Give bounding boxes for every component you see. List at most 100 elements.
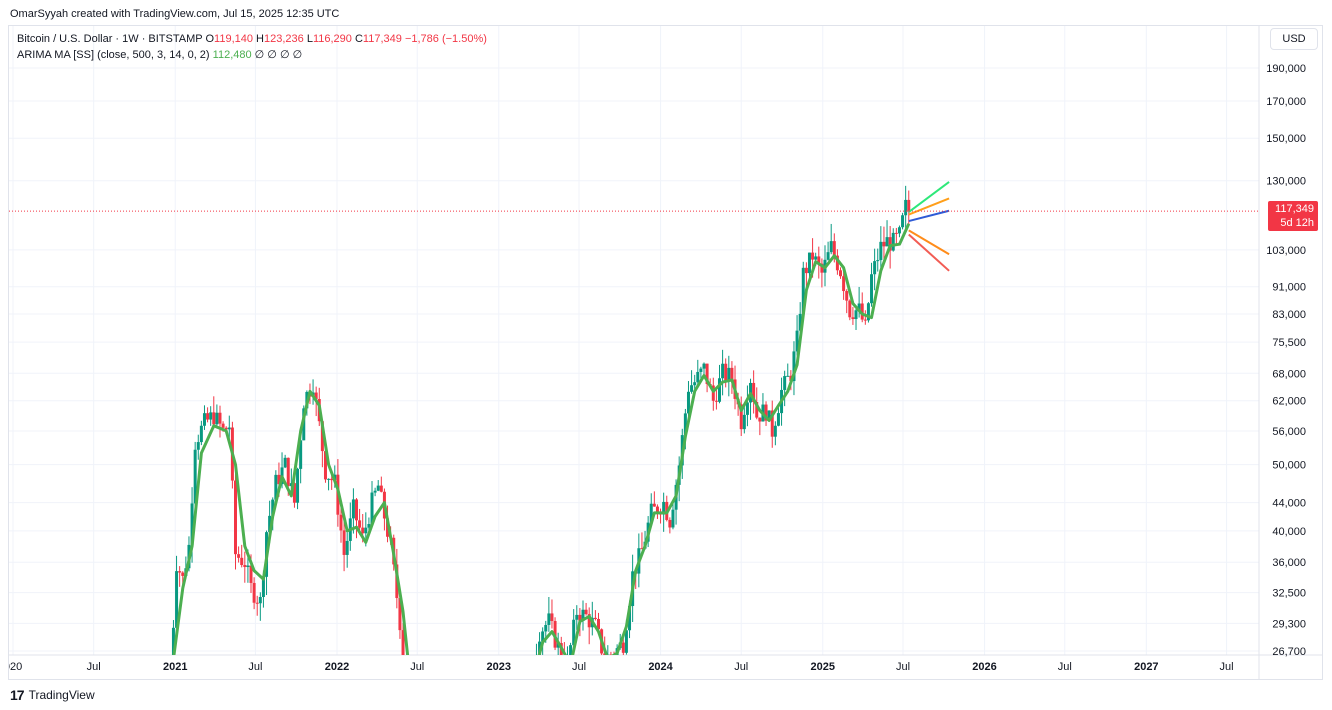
time-tick-label: 2026 [972, 661, 996, 673]
candle-body [798, 313, 802, 331]
candle-up [761, 393, 765, 422]
price-tick-label: 32,500 [1272, 588, 1306, 600]
candle-body [237, 554, 241, 558]
candle-up [274, 470, 278, 501]
candle-down [668, 517, 672, 534]
candle-body [773, 425, 777, 437]
candle-body [271, 499, 275, 516]
candle-body [702, 363, 706, 369]
close-value: 117,349 [362, 33, 402, 45]
currency-button[interactable]: USD [1270, 28, 1318, 50]
candle-body [199, 425, 203, 443]
arima-ma-line [172, 223, 911, 655]
candle-down [255, 595, 259, 616]
low-value: 116,290 [312, 33, 352, 45]
candle-down [842, 271, 846, 300]
candle-body [764, 404, 768, 421]
candle-down [839, 267, 843, 279]
candle-down [652, 491, 656, 507]
candle-body [851, 317, 855, 320]
candle-up [826, 241, 830, 261]
candle-body [724, 363, 728, 381]
candle-body [752, 382, 756, 403]
candle-down [401, 623, 405, 655]
candle-body [240, 557, 244, 566]
candle-body [314, 392, 318, 399]
candle-up [693, 374, 697, 390]
candle-body [261, 576, 265, 597]
candle-down [218, 405, 222, 438]
open-value: 119,140 [214, 33, 253, 45]
price-tick-label: 83,000 [1272, 309, 1306, 321]
tradingview-logo-icon: 17 [10, 687, 25, 703]
time-tick-label: 2022 [325, 661, 349, 673]
candle-body [367, 524, 371, 528]
candle-up [879, 226, 883, 274]
candle-up [215, 404, 219, 429]
candle-body [718, 378, 722, 402]
candle-body [572, 619, 576, 646]
candle-body [649, 503, 653, 523]
bar-countdown: 5d 12h [1280, 217, 1314, 229]
candle-body [351, 499, 355, 519]
candle-up [566, 646, 568, 655]
candle-body [792, 351, 796, 382]
candle-up [327, 478, 331, 491]
candle-body [742, 414, 746, 430]
candle-body [686, 391, 690, 414]
time-tick-label: 2021 [163, 661, 187, 673]
candle-up [702, 362, 706, 376]
candle-down [550, 599, 554, 629]
last-price-tag: 117,349 5d 12h [1268, 201, 1318, 231]
price-tick-label: 29,300 [1272, 618, 1306, 630]
candle-body [876, 260, 880, 262]
candle-body [556, 643, 560, 648]
price-tick-label: 170,000 [1266, 96, 1306, 108]
candle-body [376, 485, 380, 491]
candle-body [904, 199, 908, 216]
candle-up [532, 665, 535, 675]
candle-up [199, 420, 203, 446]
candle-body [274, 474, 278, 500]
candle-up [873, 248, 877, 291]
time-tick-label: Jul [1058, 661, 1072, 673]
candle-body [882, 241, 886, 247]
candle-down [770, 400, 774, 448]
candle-body [379, 485, 383, 492]
candle-body [613, 656, 616, 657]
candle-up [866, 302, 870, 323]
candle-down [563, 642, 565, 655]
candle-body [628, 606, 632, 631]
candle-body [767, 410, 771, 421]
candle-body [845, 291, 849, 301]
price-chart[interactable]: 26,700 29,300 32,500 36,000 40,000 44,000 50,0… [9, 26, 1322, 679]
chart-caption: OmarSyyah created with TradingView.com, … [10, 8, 340, 20]
candle-body [292, 483, 296, 503]
indicator-legend[interactable]: ARIMA MA [SS] (close, 500, 3, 14, 0, 2) … [17, 48, 302, 61]
symbol-legend[interactable]: Bitcoin / U.S. Dollar · 1W · BITSTAMP O1… [17, 33, 487, 45]
last-price-value: 117,349 [1275, 203, 1314, 215]
price-tick-label: 36,000 [1272, 557, 1306, 569]
candle-up [581, 600, 585, 631]
candle-body [398, 598, 402, 631]
candle-down [405, 655, 408, 679]
candle-up [897, 225, 901, 238]
candle-down [882, 226, 886, 260]
time-tick-label: 2027 [1134, 661, 1158, 673]
low-label: L [306, 33, 313, 45]
candle-body [575, 614, 579, 620]
tradingview-logo[interactable]: 17 TradingView [10, 687, 95, 703]
candle-body [832, 241, 836, 256]
candle-up [373, 487, 377, 497]
candle-up [535, 643, 537, 655]
open-label: O [205, 33, 215, 45]
candle-body [206, 413, 210, 420]
candle-up [351, 488, 355, 534]
candle-down [863, 310, 867, 325]
chart-frame: 26,700 29,300 32,500 36,000 40,000 44,000 50,0… [8, 25, 1323, 680]
candle-down [398, 595, 402, 639]
candle-body [246, 565, 250, 568]
candle-down [711, 377, 715, 411]
forecast-line-low [908, 233, 950, 272]
candle-up [529, 673, 532, 679]
